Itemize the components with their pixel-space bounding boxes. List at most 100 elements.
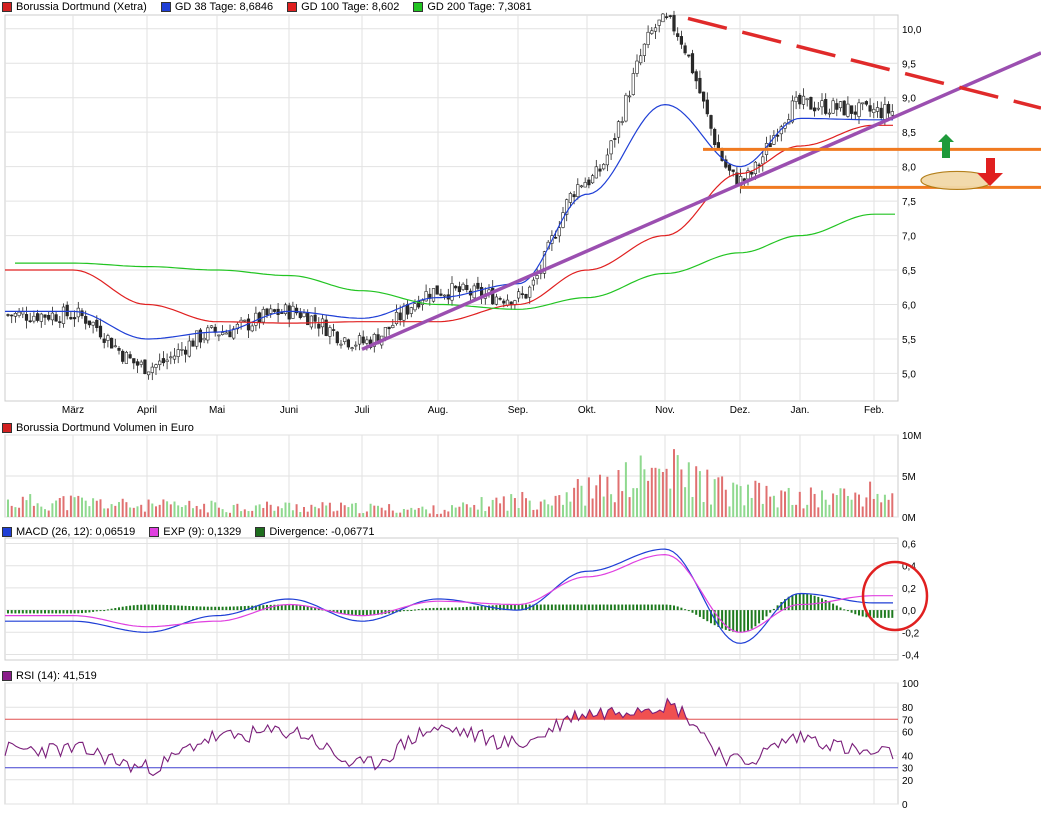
volume-bar [436,514,439,517]
candle-body [824,99,828,114]
candle-body [465,285,469,290]
volume-bar [203,503,206,517]
panel-frame [4,537,899,661]
volume-bar [365,511,368,517]
volume-bar [95,500,98,517]
volume-bar [136,506,139,517]
candle-body [265,308,269,316]
volume-bar [673,449,675,517]
volume-bar [166,501,169,517]
divergence-bar [44,610,46,614]
volume-bar [88,506,91,517]
month-tick-label: Feb. [864,405,884,416]
volume-bar [310,504,313,517]
divergence-bar [214,606,217,611]
volume-bar [199,509,202,517]
volume-bar [573,487,576,517]
candle-body [594,166,598,179]
divergence-bar [658,604,661,611]
volume-bar [184,505,187,517]
volume-bar [388,504,391,517]
divergence-bar [340,610,342,614]
volume-bar [591,498,594,517]
candle-body [87,320,91,326]
volume-bar [684,487,687,517]
divergence-bar [784,599,786,611]
candle-body [846,103,850,117]
divergence-bar [780,602,783,611]
divergence-bar [310,606,313,611]
volume-bar [421,506,424,517]
divergence-bar [665,604,668,611]
candle-body [650,30,654,34]
divergence-bar [155,604,157,611]
candle-body [583,182,587,188]
divergence-bar [421,608,424,611]
divergence-bar [536,604,539,611]
divergence-bar [828,601,831,611]
candle-body [10,314,14,317]
divergence-bar [747,610,749,631]
volume-bar [843,488,846,517]
divergence-bar [262,605,265,611]
volume-bar [758,482,761,517]
legend-swatch [255,527,266,537]
volume-bar [425,509,428,517]
volume-bar [14,507,17,517]
volume-bar [266,501,268,517]
candle-body [624,94,628,122]
legend-item: GD 38 Tage: 8,6846 [160,1,273,13]
price-tick-label: 6,0 [902,301,916,312]
divergence-bar [184,605,187,611]
volume-bar [576,479,579,517]
divergence-bar [595,604,598,611]
candle-body [627,95,632,98]
divergence-bar [173,605,176,611]
divergence-bar [58,610,61,614]
volume-bar [462,502,465,517]
rsi-tick-label: 70 [902,715,914,726]
divergence-bar [7,610,9,614]
volume-bar [839,488,842,517]
divergence-bar [562,604,564,611]
divergence-bar [69,610,72,614]
candle-body [727,164,732,171]
candle-body [676,33,680,37]
divergence-bar [728,610,731,631]
volume-bar [217,507,220,517]
volume-tick-label: 10M [902,431,921,442]
macd-tick-label: -0,4 [902,650,920,661]
candle-body [524,293,528,299]
volume-bar [488,506,490,517]
divergence-bar [29,610,32,614]
month-tick-label: Okt. [578,405,596,416]
divergence-bar [118,607,120,611]
divergence-bar [458,607,461,611]
volume-bar [21,496,24,517]
divergence-bar [132,605,135,611]
candle-body [664,16,669,18]
legend-item: MACD (26, 12): 0,06519 [2,526,135,538]
volume-bar [484,511,487,517]
divergence-bar [288,604,291,611]
divergence-bar [510,604,513,611]
legend-swatch [2,423,12,433]
divergence-bar [724,610,727,630]
candle-body [890,111,894,116]
divergence-bar [351,610,354,616]
divergence-bar [369,610,372,616]
candle-body [698,77,702,94]
volume-bar [639,455,642,517]
candle-body [857,102,861,117]
rsi-tick-label: 40 [902,752,914,763]
divergence-bar [743,610,746,632]
candle-body [124,351,128,364]
divergence-bar [402,610,405,612]
volume-bar [284,502,287,517]
volume-bar [495,497,498,517]
divergence-bar [414,609,416,611]
candle-body [816,107,820,110]
volume-bar [410,507,413,517]
divergence-bar [809,594,812,611]
volume-bar [754,480,757,517]
